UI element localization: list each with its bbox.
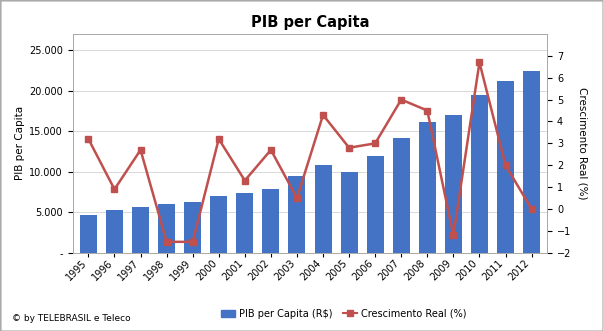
Crescimento Real (%)	[320, 113, 327, 117]
Bar	[288, 176, 306, 253]
Y-axis label: PIB per Capita: PIB per Capita	[15, 106, 25, 180]
Bar	[236, 193, 253, 253]
Bar	[471, 95, 488, 253]
Bar	[523, 71, 540, 253]
Title: PIB per Capita: PIB per Capita	[251, 15, 369, 30]
Crescimento Real (%)	[502, 163, 509, 167]
Bar	[158, 204, 175, 253]
Crescimento Real (%)	[215, 137, 223, 141]
Crescimento Real (%)	[189, 240, 197, 244]
Crescimento Real (%)	[85, 137, 92, 141]
Bar	[341, 172, 358, 253]
Text: © by TELEBRASIL e Teleco: © by TELEBRASIL e Teleco	[12, 314, 131, 323]
Crescimento Real (%)	[163, 240, 170, 244]
Bar	[393, 138, 409, 253]
Bar	[419, 122, 436, 253]
Bar	[445, 115, 462, 253]
Crescimento Real (%)	[137, 148, 144, 152]
Bar	[262, 189, 279, 253]
Bar	[132, 207, 149, 253]
Y-axis label: Crescimento Real (%): Crescimento Real (%)	[578, 87, 588, 200]
Bar	[184, 202, 201, 253]
Bar	[80, 215, 97, 253]
Line: Crescimento Real (%): Crescimento Real (%)	[86, 60, 534, 245]
Crescimento Real (%)	[346, 146, 353, 150]
Crescimento Real (%)	[241, 178, 248, 182]
Crescimento Real (%)	[397, 98, 405, 102]
Bar	[367, 156, 384, 253]
Bar	[497, 81, 514, 253]
Crescimento Real (%)	[476, 60, 483, 64]
Crescimento Real (%)	[371, 141, 379, 145]
Crescimento Real (%)	[424, 109, 431, 113]
Crescimento Real (%)	[111, 187, 118, 191]
Bar	[210, 196, 227, 253]
Bar	[106, 210, 123, 253]
Legend: PIB per Capita (R$), Crescimento Real (%): PIB per Capita (R$), Crescimento Real (%…	[217, 305, 470, 323]
Bar	[315, 165, 332, 253]
Crescimento Real (%)	[450, 233, 457, 237]
Crescimento Real (%)	[267, 148, 274, 152]
Crescimento Real (%)	[528, 207, 535, 211]
Crescimento Real (%)	[293, 196, 300, 200]
